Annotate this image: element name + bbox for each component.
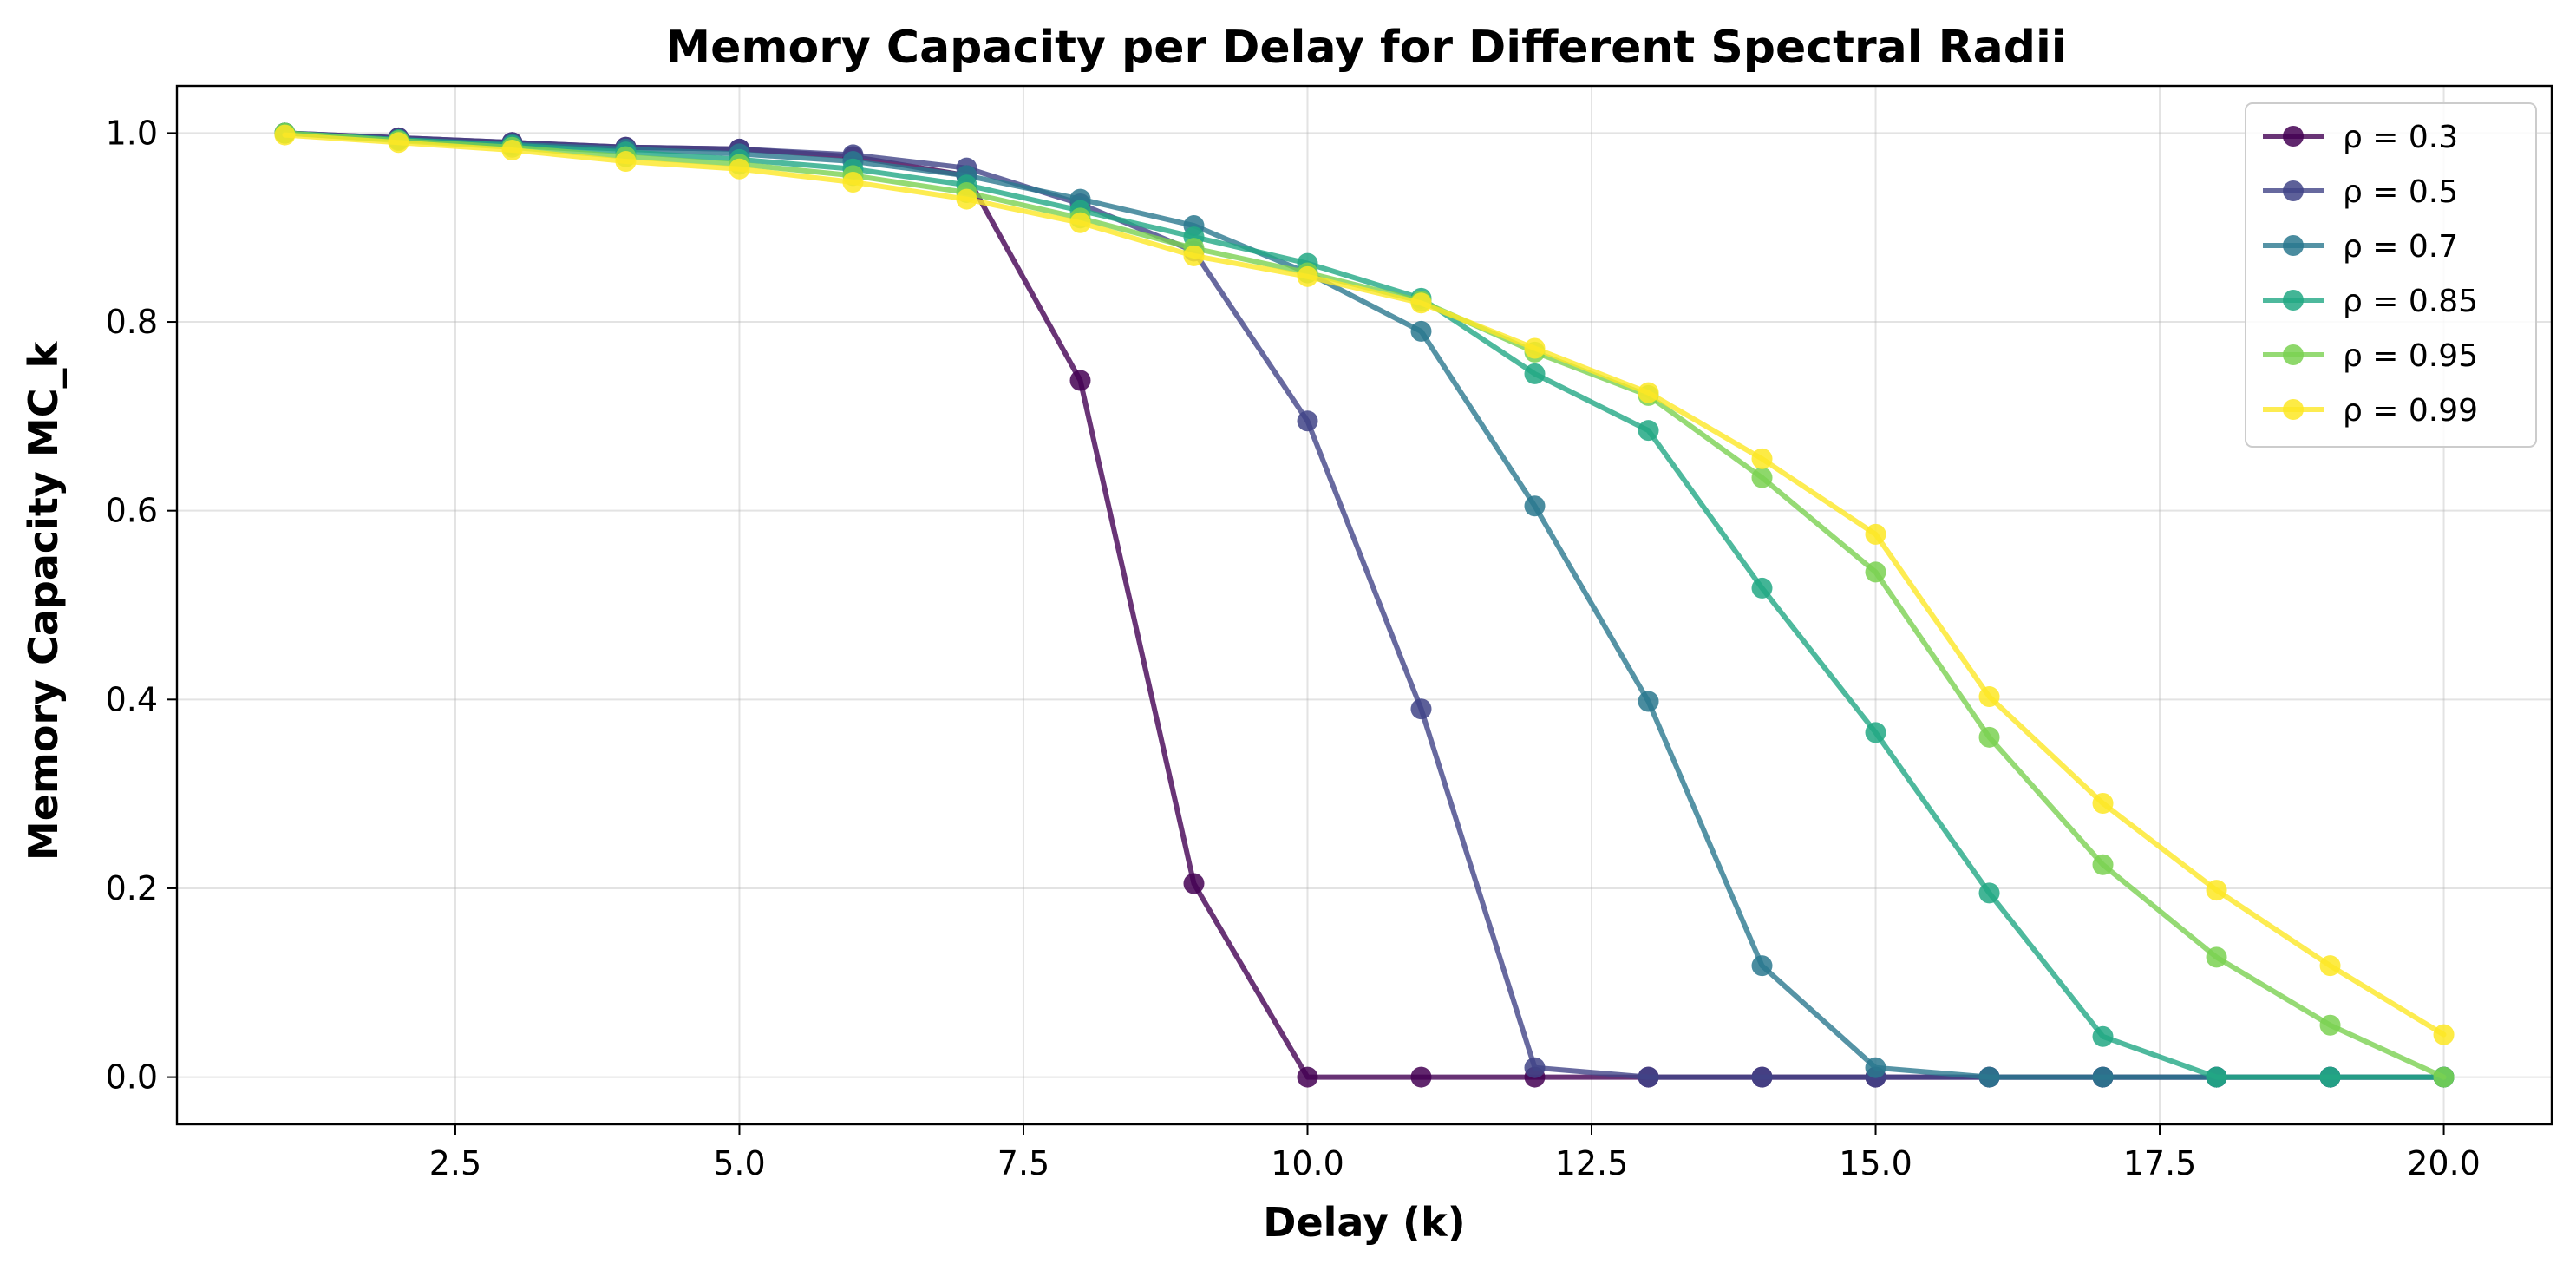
data-point: [1865, 523, 1886, 545]
plot-frame: [175, 84, 2553, 1126]
data-point: [2433, 1024, 2455, 1045]
x-tick-label: 20.0: [2407, 1144, 2481, 1182]
series-layer: [274, 122, 2455, 1088]
y-tick-label: 0.4: [106, 680, 158, 718]
data-point: [1297, 265, 1318, 287]
y-tick-label: 0.0: [106, 1058, 158, 1097]
legend-marker: [2283, 235, 2304, 256]
x-tick-label: 5.0: [713, 1144, 765, 1182]
data-point: [1638, 382, 1659, 403]
x-tick-label: 17.5: [2123, 1144, 2197, 1182]
data-point: [1524, 1057, 1546, 1078]
data-point: [1978, 686, 2000, 708]
axis-ticks: 2.5 5.0 7.5 10.0 12.5 15.0 17.5 20.0 0.0 0.2 0.4 0.…: [106, 114, 2481, 1182]
legend-item: ρ = 0.5: [2263, 174, 2458, 210]
data-point: [1524, 363, 1546, 384]
series-line: [282, 132, 2447, 1038]
x-axis-label: Delay (k): [1263, 1199, 1465, 1246]
y-tick-label: 1.0: [106, 114, 158, 152]
y-axis-label: Memory Capacity MC_k: [20, 341, 67, 861]
data-point: [1978, 882, 2000, 904]
legend-marker: [2283, 290, 2304, 311]
data-point: [2319, 1014, 2341, 1036]
data-point: [2092, 854, 2114, 875]
y-tick-label: 0.2: [106, 869, 158, 907]
data-point: [1751, 448, 1773, 469]
grid: [177, 86, 2552, 1124]
data-point: [615, 151, 637, 173]
data-point: [1297, 1066, 1318, 1088]
data-point: [1751, 577, 1773, 599]
data-point: [1865, 722, 1886, 743]
data-point: [388, 132, 409, 154]
x-tick-label: 7.5: [997, 1144, 1049, 1182]
legend-marker: [2283, 399, 2304, 420]
data-point: [2092, 1066, 2114, 1088]
data-point: [2319, 1066, 2341, 1088]
legend-item: ρ = 0.7: [2263, 229, 2458, 265]
data-point: [2092, 793, 2114, 815]
y-tick-label: 0.6: [106, 492, 158, 530]
data-point: [1865, 561, 1886, 583]
data-point: [2433, 1066, 2455, 1088]
y-tick-label: 0.8: [106, 303, 158, 341]
data-point: [1638, 420, 1659, 442]
x-tick-label: 15.0: [1839, 1144, 1912, 1182]
data-point: [1751, 955, 1773, 977]
series-line: [282, 130, 2447, 1080]
legend-marker: [2283, 180, 2304, 201]
data-point: [1069, 212, 1091, 233]
legend: ρ = 0.3 ρ = 0.5 ρ = 0.7 ρ = 0.85 ρ = 0.95 ρ =…: [2245, 102, 2537, 448]
data-point: [1978, 726, 2000, 748]
x-tick-label: 12.5: [1555, 1144, 1629, 1182]
data-point: [1410, 698, 1432, 720]
data-point: [1751, 1066, 1773, 1088]
legend-marker: [2283, 344, 2304, 365]
data-point: [2206, 946, 2227, 968]
legend-label: ρ = 0.3: [2343, 120, 2458, 155]
series-5: [274, 124, 2455, 1045]
data-point: [956, 188, 977, 210]
data-point: [729, 158, 750, 180]
data-point: [1978, 1066, 2000, 1088]
series-line: [282, 130, 2447, 1080]
data-point: [1638, 691, 1659, 712]
legend-item: ρ = 0.95: [2263, 338, 2478, 374]
legend-item: ρ = 0.3: [2263, 120, 2458, 155]
data-point: [1183, 245, 1205, 266]
data-point: [1751, 467, 1773, 488]
data-point: [1410, 320, 1432, 342]
series-line: [282, 130, 2447, 1080]
data-point: [1410, 292, 1432, 314]
legend-label: ρ = 0.5: [2343, 174, 2458, 210]
legend-label: ρ = 0.7: [2343, 229, 2458, 265]
data-point: [1297, 410, 1318, 432]
data-point: [842, 171, 864, 193]
data-point: [501, 139, 523, 160]
legend-marker: [2283, 126, 2304, 147]
data-point: [274, 124, 296, 146]
data-point: [2206, 1066, 2227, 1088]
x-tick-label: 10.0: [1271, 1144, 1344, 1182]
data-point: [1865, 1057, 1886, 1078]
legend-label: ρ = 0.85: [2343, 284, 2478, 319]
legend-label: ρ = 0.99: [2343, 393, 2478, 429]
data-point: [1410, 1066, 1432, 1088]
data-point: [1638, 1066, 1659, 1088]
data-point: [1524, 337, 1546, 359]
legend-label: ρ = 0.95: [2343, 338, 2478, 374]
x-tick-label: 2.5: [429, 1144, 481, 1182]
legend-item: ρ = 0.99: [2263, 393, 2478, 429]
data-point: [2092, 1025, 2114, 1047]
data-point: [1183, 873, 1205, 894]
data-point: [1524, 495, 1546, 517]
data-point: [1069, 370, 1091, 391]
chart-title: Memory Capacity per Delay for Different …: [665, 22, 2066, 74]
legend-item: ρ = 0.85: [2263, 284, 2478, 319]
data-point: [2206, 880, 2227, 901]
data-point: [2319, 955, 2341, 977]
